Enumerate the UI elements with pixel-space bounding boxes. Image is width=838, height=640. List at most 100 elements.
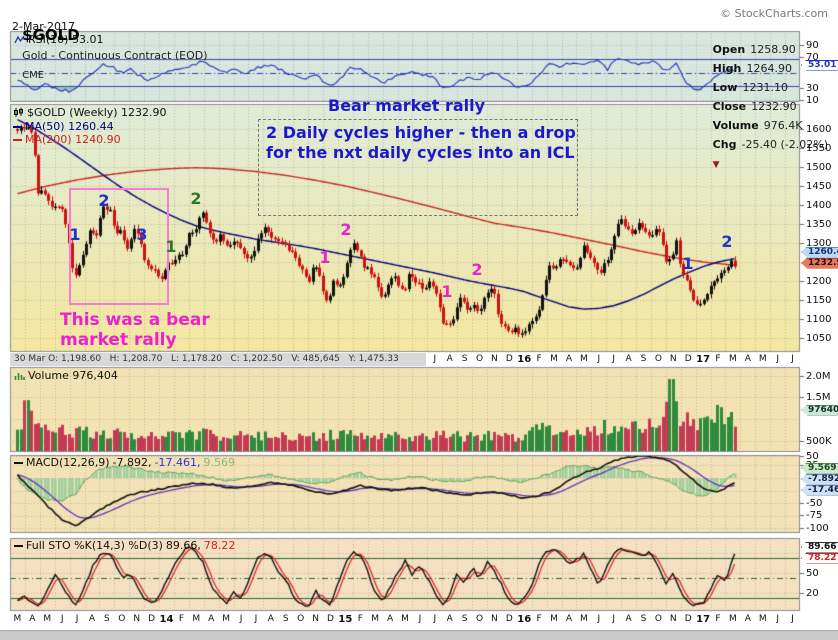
volume-label: Volume bbox=[712, 119, 759, 132]
x-tick-label: A bbox=[744, 614, 751, 624]
volume-value-badge: 976404 bbox=[801, 404, 838, 416]
ma200-line-swatch bbox=[13, 138, 22, 141]
x-tick-label: J bbox=[776, 354, 779, 364]
annotation-pink-text-line1: This was a bear bbox=[60, 310, 210, 330]
x-tick-label: J bbox=[612, 354, 615, 364]
x-tick-label: S bbox=[640, 354, 647, 364]
x-tick-label: J bbox=[612, 614, 615, 624]
sto-value-d: 78.22 bbox=[203, 539, 236, 552]
y-tick-label: -100 bbox=[806, 523, 829, 534]
cycle-marker-2: 2 bbox=[721, 232, 733, 251]
y-tick-label: 30 bbox=[806, 83, 819, 94]
open-value: 1258.90 bbox=[750, 43, 796, 56]
candlestick-icon bbox=[14, 107, 23, 117]
y-tick-label: 1400 bbox=[806, 200, 832, 211]
x-tick-label: S bbox=[640, 614, 647, 624]
x-tick-label: M bbox=[729, 354, 737, 364]
x-tick-label: J bbox=[239, 614, 243, 624]
x-tick-label: O bbox=[475, 354, 484, 364]
sto-d-badge: 78.22 bbox=[801, 552, 838, 564]
cycle-marker-1: 1 bbox=[165, 237, 177, 256]
x-tick-label: F bbox=[715, 614, 721, 624]
volume-legend-label: Volume 976,404 bbox=[28, 369, 118, 382]
x-tick-label: J bbox=[433, 354, 437, 364]
x-tick-label: A bbox=[625, 614, 632, 624]
cycle-marker-2: 2 bbox=[340, 220, 352, 239]
x-tick-label: M bbox=[13, 614, 22, 624]
ma200-legend: MA(200) 1240.90 bbox=[13, 133, 121, 146]
volume-legend: Volume 976,404 bbox=[14, 369, 118, 382]
ticker-symbol: $GOLD bbox=[22, 26, 80, 44]
annotation-pink-text-line2: market rally bbox=[60, 330, 177, 350]
x-tick-label: 15 bbox=[338, 614, 353, 625]
rsi-value-badge: 53.01 bbox=[801, 59, 838, 71]
x-tick-label: M bbox=[371, 614, 380, 624]
x-tick-label: F bbox=[357, 614, 363, 624]
high-value: 1264.90 bbox=[746, 62, 792, 75]
rsi-legend-label: RSI(10) 53.01 bbox=[28, 33, 104, 46]
x-tick-label: M bbox=[222, 614, 231, 624]
y-tick-label: 20 bbox=[806, 588, 819, 599]
x-tick-label: M bbox=[43, 614, 52, 624]
x-tick-label: A bbox=[387, 614, 394, 624]
x-tick-label: M bbox=[758, 354, 767, 364]
y-tick-label: 1050 bbox=[806, 333, 832, 344]
annotation-dashed-box bbox=[258, 119, 578, 216]
sto-line-swatch bbox=[14, 544, 23, 547]
annotation-pink-rectangle bbox=[69, 188, 169, 305]
close-value: 1232.90 bbox=[751, 100, 797, 113]
x-tick-label: J bbox=[597, 614, 601, 624]
copyright-watermark: © StockCharts.com bbox=[720, 7, 828, 20]
x-tick-label: F bbox=[178, 614, 184, 624]
x-tick-label: M bbox=[729, 614, 737, 624]
x-tick-label: M bbox=[550, 614, 558, 624]
crosshair-readout-bar: 30 Mar O: 1,198.60 H: 1,208.70 L: 1,178.… bbox=[10, 353, 426, 366]
y-tick-label: 70 bbox=[806, 52, 819, 63]
sto-legend: Full STO %K(14,3) %D(3) 89.66, 78.22 bbox=[14, 539, 235, 552]
price-legend-label: $GOLD (Weekly) 1232.90 bbox=[27, 106, 167, 119]
exchange-label: CME bbox=[22, 70, 45, 81]
x-tick-label: F bbox=[536, 354, 542, 364]
ma50-legend-label: MA(50) 1260.44 bbox=[25, 120, 114, 133]
y-tick-label: 1450 bbox=[806, 181, 832, 192]
y-tick-label: 500K bbox=[806, 436, 832, 447]
y-tick-label: 10 bbox=[806, 95, 819, 106]
y-tick-label: 1600 bbox=[806, 124, 832, 135]
bottom-gray-strip bbox=[0, 630, 838, 640]
x-tick-label: 17 bbox=[696, 354, 711, 365]
x-tick-label: A bbox=[565, 354, 573, 364]
x-tick-label: F bbox=[715, 354, 721, 364]
x-tick-label: J bbox=[776, 614, 779, 624]
x-tick-label: M bbox=[192, 614, 201, 624]
x-tick-label: N bbox=[669, 354, 677, 364]
x-tick-label: N bbox=[491, 354, 498, 364]
macd-value-3: 9.569 bbox=[203, 456, 235, 469]
ma50-legend: MA(50) 1260.44 bbox=[13, 120, 114, 133]
macd-legend-label: MACD(12,26,9) bbox=[26, 456, 110, 469]
cycle-marker-2: 2 bbox=[471, 260, 483, 279]
x-tick-label: N bbox=[669, 614, 677, 624]
x-tick-label: M bbox=[579, 354, 588, 364]
cycle-marker-2: 2 bbox=[190, 189, 202, 208]
close-label: Close bbox=[712, 100, 747, 113]
cycle-marker-1: 1 bbox=[69, 225, 81, 244]
annotation-bear-market-rally: Bear market rally bbox=[328, 96, 486, 115]
cycle-marker-1: 1 bbox=[441, 282, 453, 301]
annotation-box-line2: for the nxt daily cycles into an ICL bbox=[266, 143, 575, 162]
y-tick-label: 1100 bbox=[806, 314, 832, 325]
macd-legend: MACD(12,26,9) -7.892, -17.461, 9.569 bbox=[14, 456, 235, 469]
x-tick-label: A bbox=[88, 614, 96, 624]
x-tick-label: J bbox=[433, 614, 437, 624]
cycle-marker-2: 2 bbox=[98, 191, 110, 210]
x-tick-label: M bbox=[758, 614, 767, 624]
x-tick-label: O bbox=[654, 614, 662, 624]
y-tick-label: 1300 bbox=[806, 238, 832, 249]
chg-value: -25.40 (-2.02%) bbox=[741, 138, 828, 151]
cycle-marker-1: 1 bbox=[319, 248, 331, 267]
y-tick-label: 1550 bbox=[806, 143, 832, 154]
high-label: High bbox=[712, 62, 742, 75]
x-tick-label: F bbox=[536, 614, 542, 624]
low-label: Low bbox=[712, 81, 738, 94]
x-tick-label: A bbox=[446, 354, 453, 364]
open-label: Open bbox=[712, 43, 746, 56]
